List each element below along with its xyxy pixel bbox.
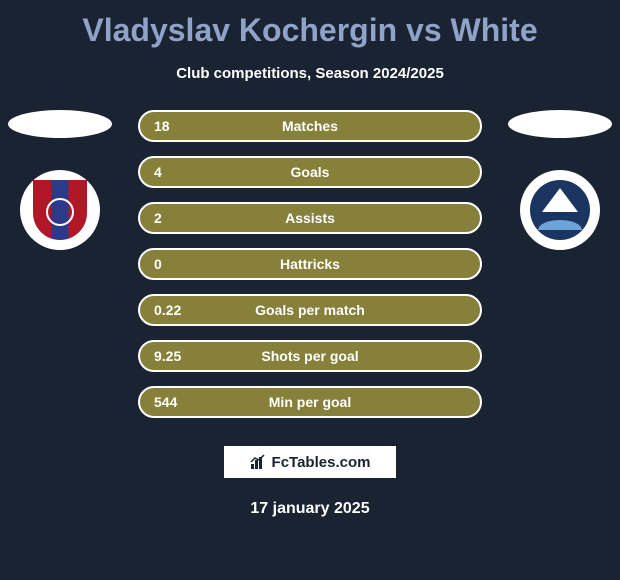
stat-value: 0.22 — [140, 302, 210, 318]
left-club-badge — [20, 170, 100, 250]
snapshot-date: 17 january 2025 — [250, 500, 369, 518]
stat-label: Min per goal — [269, 394, 351, 410]
stat-label: Goals per match — [255, 302, 365, 318]
stat-value: 18 — [140, 118, 210, 134]
stat-row-matches: 18 Matches — [138, 110, 482, 142]
whitecaps-crest-icon — [530, 180, 590, 240]
rakow-shield-icon — [33, 180, 87, 240]
stat-value: 9.25 — [140, 348, 210, 364]
stat-label: Shots per goal — [261, 348, 358, 364]
right-club-badge — [520, 170, 600, 250]
left-player-marker — [8, 110, 112, 138]
stat-value: 2 — [140, 210, 210, 226]
competition-subtitle: Club competitions, Season 2024/2025 — [0, 65, 620, 82]
fctables-brand-text: FcTables.com — [272, 454, 371, 471]
stat-row-hattricks: 0 Hattricks — [138, 248, 482, 280]
stat-value: 0 — [140, 256, 210, 272]
stat-row-goals-per-match: 0.22 Goals per match — [138, 294, 482, 326]
content-area: 18 Matches 4 Goals 2 Assists 0 Hattricks… — [0, 110, 620, 420]
stat-value: 544 — [140, 394, 210, 410]
stat-row-goals: 4 Goals — [138, 156, 482, 188]
stat-label: Assists — [285, 210, 335, 226]
chart-icon — [250, 454, 266, 470]
fctables-watermark: FcTables.com — [222, 444, 398, 480]
stat-rows-container: 18 Matches 4 Goals 2 Assists 0 Hattricks… — [138, 110, 482, 432]
stat-row-shots-per-goal: 9.25 Shots per goal — [138, 340, 482, 372]
stat-label: Hattricks — [280, 256, 340, 272]
comparison-title: Vladyslav Kochergin vs White — [0, 0, 620, 49]
stat-label: Goals — [291, 164, 330, 180]
stat-value: 4 — [140, 164, 210, 180]
stat-row-assists: 2 Assists — [138, 202, 482, 234]
stat-row-min-per-goal: 544 Min per goal — [138, 386, 482, 418]
right-player-marker — [508, 110, 612, 138]
stat-label: Matches — [282, 118, 338, 134]
